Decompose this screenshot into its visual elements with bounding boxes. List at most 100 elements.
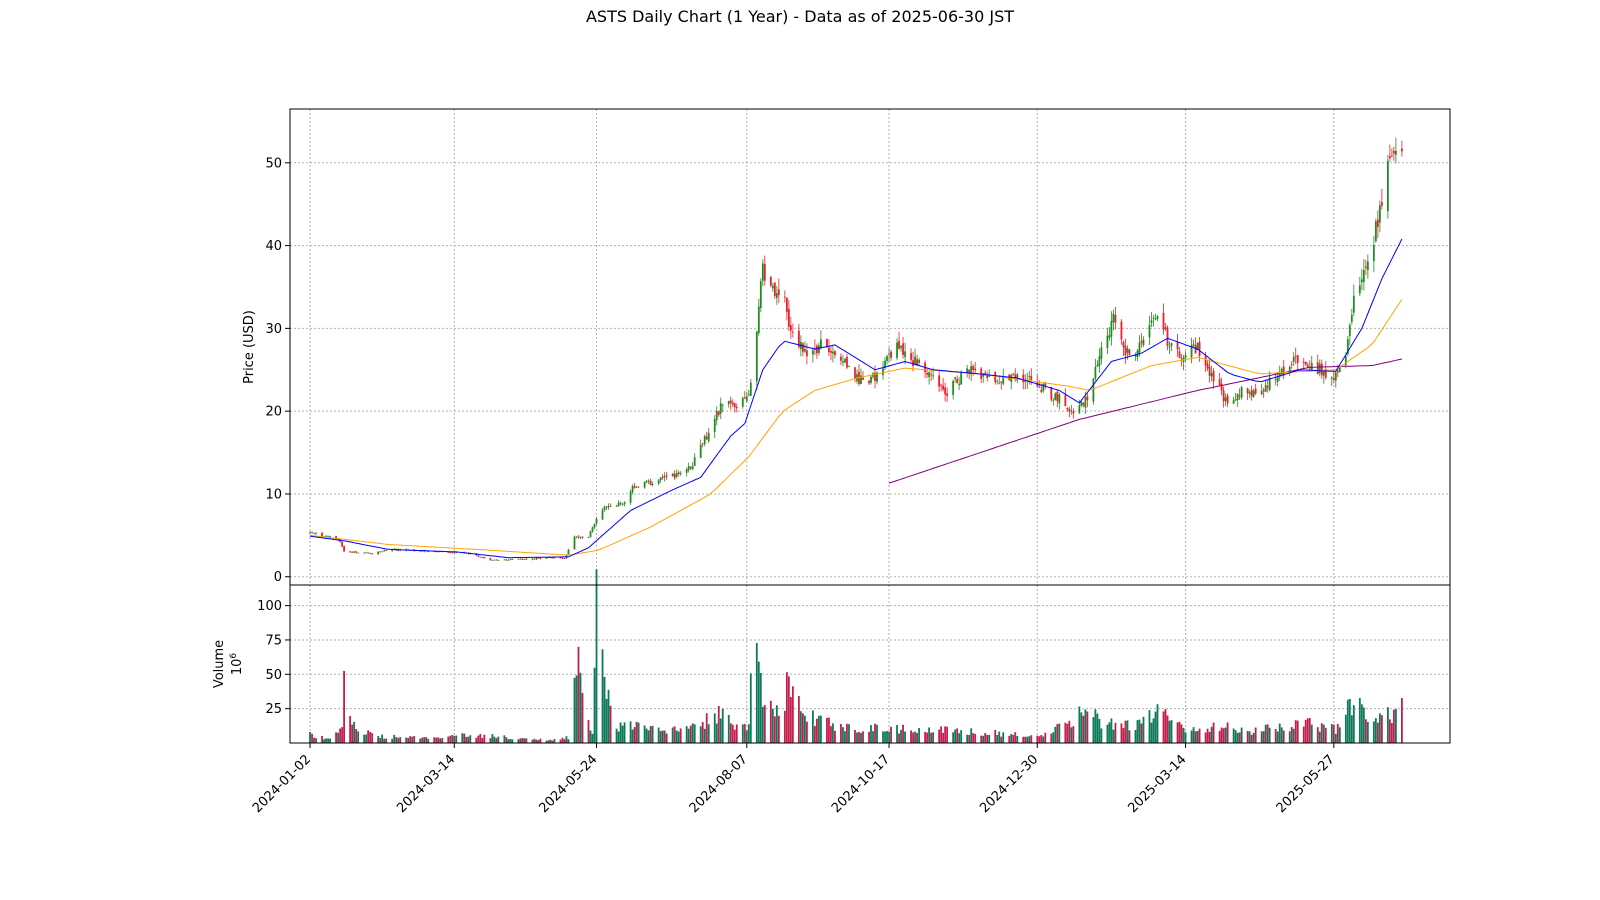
volume-bar [998,731,1001,743]
volume-bar [1352,705,1355,743]
volume-bar [1210,726,1213,743]
candle-body [1030,375,1033,381]
volume-bar [952,732,955,743]
volume-bar [743,723,746,743]
candle-body [363,552,366,554]
candle-body [1372,244,1375,261]
candle-body [820,339,822,349]
candle-body [1252,390,1255,397]
volume-bar [984,733,987,743]
volume-bar [1154,711,1157,743]
volume-bar [1260,731,1263,743]
candle-body [1310,363,1313,371]
volume-bar [1138,719,1141,743]
volume-bar [1374,718,1377,743]
volume-bar [745,730,748,743]
candle-body [609,506,612,507]
volume-axis-label-group: Volume 106 [212,640,245,688]
volume-bar [1282,730,1285,743]
volume-bar [547,740,550,743]
volume-bar [397,737,400,743]
volume-bar [1152,718,1155,743]
candle-body [1014,374,1017,380]
candle-body [1154,318,1157,320]
candle-body [1164,327,1167,329]
candle-body [844,358,846,363]
candle-body [1198,341,1201,357]
volume-bar [1092,717,1095,743]
volume-bar [938,729,941,743]
candle-body [1306,364,1309,367]
candle-body [966,368,969,373]
volume-bar [1378,713,1381,743]
volume-bar [321,735,323,743]
volume-bar [958,733,961,743]
candle-body [1094,366,1097,379]
candle-body [818,345,820,353]
candle-body [848,365,850,367]
volume-bar [944,726,947,743]
candle-body [1262,389,1265,392]
candle-body [525,558,528,560]
candle-body [1078,405,1081,413]
candle-body [1393,150,1395,154]
candle-body [1226,395,1229,404]
volume-bar [1182,727,1185,743]
candle-body [1150,320,1153,323]
x-tick-label: 2025-05-27 [1274,752,1338,816]
volume-bar [1380,715,1383,743]
volume-unit-label: 106 [229,653,245,676]
volume-bar [1038,736,1041,743]
x-tick-label: 2024-05-24 [536,752,600,816]
volume-bar [1226,722,1229,743]
candle-body [537,557,540,559]
candle-body [1268,377,1271,390]
volume-bar [1078,706,1081,743]
candle-body [605,506,608,508]
candle-body [495,559,498,561]
candle-body [689,467,692,469]
ma-short-line [309,238,1403,559]
volume-bar [1290,727,1293,743]
volume-bar [862,731,864,743]
volume-bar [844,731,846,743]
candle-body [547,557,550,559]
volume-bar [888,731,890,743]
candle-body [1401,148,1403,152]
candle-body [1068,408,1071,412]
volume-bar [395,737,398,743]
volume-bar [874,723,876,743]
candle-body [1320,363,1323,376]
volume-bar [491,734,494,743]
candle-body [559,557,562,559]
volume-bar [357,731,360,743]
candle-body [511,559,514,560]
candle-body [954,377,957,379]
volume-bar [637,722,640,743]
volume-bar [1350,715,1353,743]
candle-body [984,372,987,375]
volume-bar [1070,727,1073,743]
volume-bar [1150,722,1153,743]
volume-bar [856,732,858,743]
candle-body [960,371,963,385]
volume-bar [972,733,975,743]
volume-bar [1318,731,1321,743]
candle-body [1128,349,1131,356]
volume-bar [1362,707,1365,743]
candle-body [1122,342,1125,348]
volume-bar [335,732,337,743]
volume-bar [493,736,496,743]
volume-axis-label: Volume [212,640,227,688]
volume-bar [986,734,989,743]
candle-body [591,527,594,532]
candle-body [1080,401,1083,406]
candle-body [731,402,734,405]
x-ticks: 2024-01-02 2024-03-14 2024-05-24 2024-08-07… [250,743,1338,816]
candle-body [1024,380,1027,382]
candle-body [1148,325,1151,338]
candle-body [944,387,947,395]
volume-bar [1296,720,1299,743]
volume-bar [1016,735,1019,743]
